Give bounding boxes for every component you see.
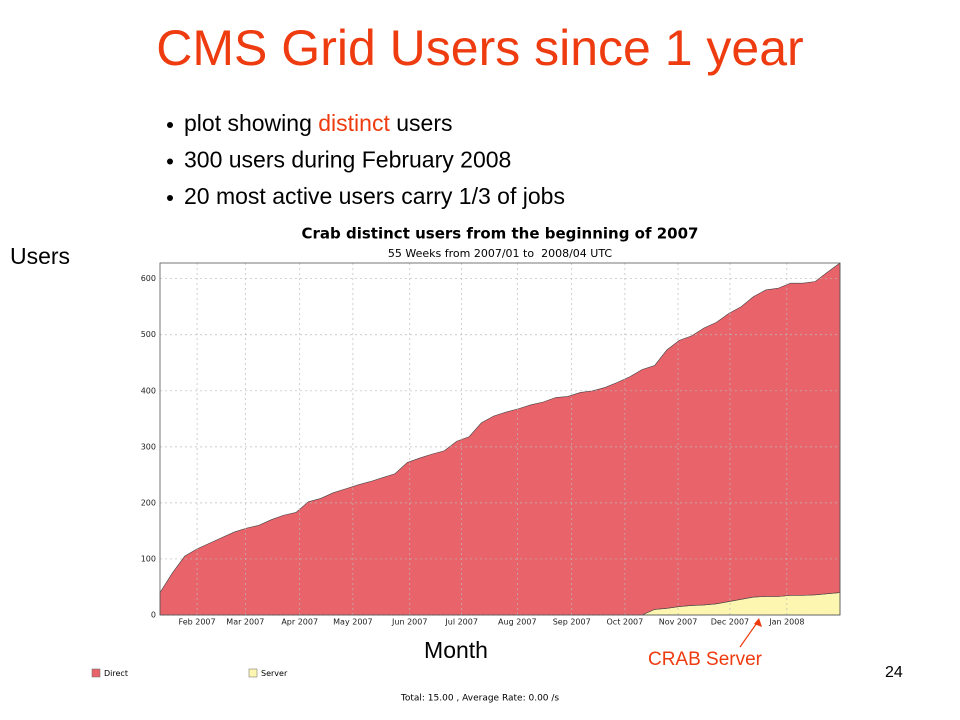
bullet-part: plot showing [184, 110, 318, 136]
x-tick-label: Sep 2007 [553, 618, 591, 627]
x-tick-label: Apr 2007 [281, 618, 318, 627]
x-tick-label: Oct 2007 [607, 618, 644, 627]
y-tick-label: 400 [141, 386, 156, 395]
bullet-dot [167, 122, 173, 128]
y-tick-label: 200 [141, 498, 156, 507]
x-tick-label: Nov 2007 [659, 618, 698, 627]
y-tick-label: 500 [141, 330, 156, 339]
y-tick-label: 0 [151, 611, 156, 620]
x-tick-label: Aug 2007 [498, 618, 537, 627]
y-caption: Users [10, 243, 70, 269]
bullet-dot [167, 195, 173, 201]
x-tick-label: May 2007 [333, 618, 372, 627]
bullet-text: 20 most active users carry 1/3 of jobs [184, 183, 565, 209]
page-number: 24 [885, 664, 903, 681]
x-tick-label: Jul 2007 [444, 618, 478, 627]
area-1 [159, 262, 841, 616]
bullet-part: 300 users during February 2008 [184, 147, 511, 173]
x-caption: Month [424, 637, 488, 663]
y-tick-label: 100 [141, 554, 156, 563]
slide-title: CMS Grid Users since 1 year [156, 20, 803, 76]
x-tick-label: Mar 2007 [226, 618, 264, 627]
arrow-head [754, 618, 762, 627]
chart-footer: Total: 15.00 , Average Rate: 0.00 /s [400, 694, 560, 704]
bullet-text: 300 users during February 2008 [184, 147, 511, 173]
bullet-part: 20 most active users carry 1/3 of jobs [184, 183, 565, 209]
chart-subtitle: 55 Weeks from 2007/01 to 2008/04 UTC [388, 247, 613, 260]
plot-frame [159, 262, 841, 616]
bullet-dot [167, 158, 173, 165]
bullet-text: plot showing distinct users [184, 110, 452, 136]
x-tick-label: Jan 2008 [768, 618, 804, 627]
bullet-part: users [390, 110, 453, 136]
x-tick-label: Dec 2007 [711, 618, 749, 627]
legend-label: Server [261, 669, 288, 678]
bullet-list: plot showing distinct users 300 users dur… [167, 110, 565, 209]
annotation: CRAB Server [648, 649, 763, 670]
x-tick-label: Feb 2007 [179, 618, 216, 627]
chart-title: Crab distinct users from the beginning o… [302, 225, 699, 243]
legend-label: Direct [104, 669, 128, 678]
y-tick-label: 300 [141, 442, 156, 451]
bullet-part: distinct [318, 110, 390, 136]
y-tick-label: 600 [141, 274, 156, 283]
legend-swatch [91, 668, 101, 678]
legend-swatch [248, 668, 258, 678]
x-tick-label: Jun 2007 [391, 618, 427, 627]
